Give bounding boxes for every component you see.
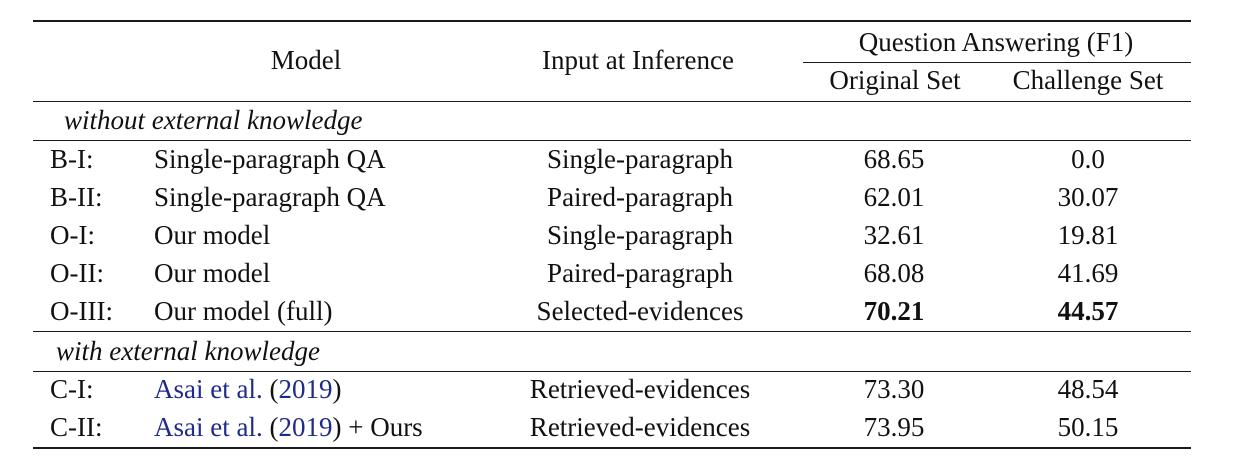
row-challenge-best: 44.57 [1057,296,1119,326]
row-original-best: 70.21 [863,296,925,326]
row-challenge: 19.81 [1057,220,1119,250]
row-challenge: 30.07 [1057,182,1119,212]
section-title: without external knowledge [64,105,363,135]
row-input: Paired-paragraph [547,182,733,212]
row-input: Single-paragraph [547,144,733,174]
citation-year-link[interactable]: 2019 [278,374,333,404]
row-original: 68.08 [863,258,925,288]
top-rule [33,20,1191,22]
row-original: 73.30 [863,374,925,404]
row-challenge: 50.15 [1057,412,1119,442]
model-suffix: + Ours [348,412,423,442]
row-id: C-II: [50,412,103,442]
citation-link[interactable]: Asai et al. [154,412,263,442]
row-model: Single-paragraph QA [154,144,386,174]
header-bottom-rule [33,101,1191,102]
row-model: Single-paragraph QA [154,182,386,212]
row-original: 68.65 [863,144,925,174]
citation-link[interactable]: Asai et al. [154,374,263,404]
qa-header-rule [803,62,1191,63]
section2-top-rule [33,331,1191,332]
row-original: 62.01 [863,182,925,212]
row-challenge: 41.69 [1057,258,1119,288]
row-challenge: 48.54 [1057,374,1119,404]
row-id: C-I: [50,374,94,404]
row-model: Our model [154,220,271,250]
section1-rule [33,140,1191,141]
row-original: 73.95 [863,412,925,442]
row-input: Selected-evidences [536,296,744,326]
row-challenge: 0.0 [1071,144,1105,174]
row-model: Asai et al. (2019) [154,374,342,404]
header-original-set: Original Set [829,65,961,95]
header-qa: Question Answering (F1) [858,27,1134,57]
row-id: O-II: [50,258,104,288]
citation-year-link[interactable]: 2019 [278,412,333,442]
row-model: Asai et al. (2019) + Ours [154,412,423,442]
row-model: Our model (full) [154,296,333,326]
row-id: B-I: [50,144,94,174]
header-input: Input at Inference [542,45,734,75]
row-input: Single-paragraph [547,220,733,250]
bottom-rule [33,447,1191,449]
section-title: with external knowledge [56,336,320,366]
row-id: O-III: [50,296,113,326]
row-model: Our model [154,258,271,288]
row-id: B-II: [50,182,103,212]
header-model: Model [270,45,342,75]
row-id: O-I: [50,220,95,250]
header-challenge-set: Challenge Set [1012,65,1164,95]
row-input: Retrieved-evidences [529,412,751,442]
row-input: Paired-paragraph [547,258,733,288]
row-original: 32.61 [863,220,925,250]
section2-rule [33,371,1191,372]
row-input: Retrieved-evidences [529,374,751,404]
